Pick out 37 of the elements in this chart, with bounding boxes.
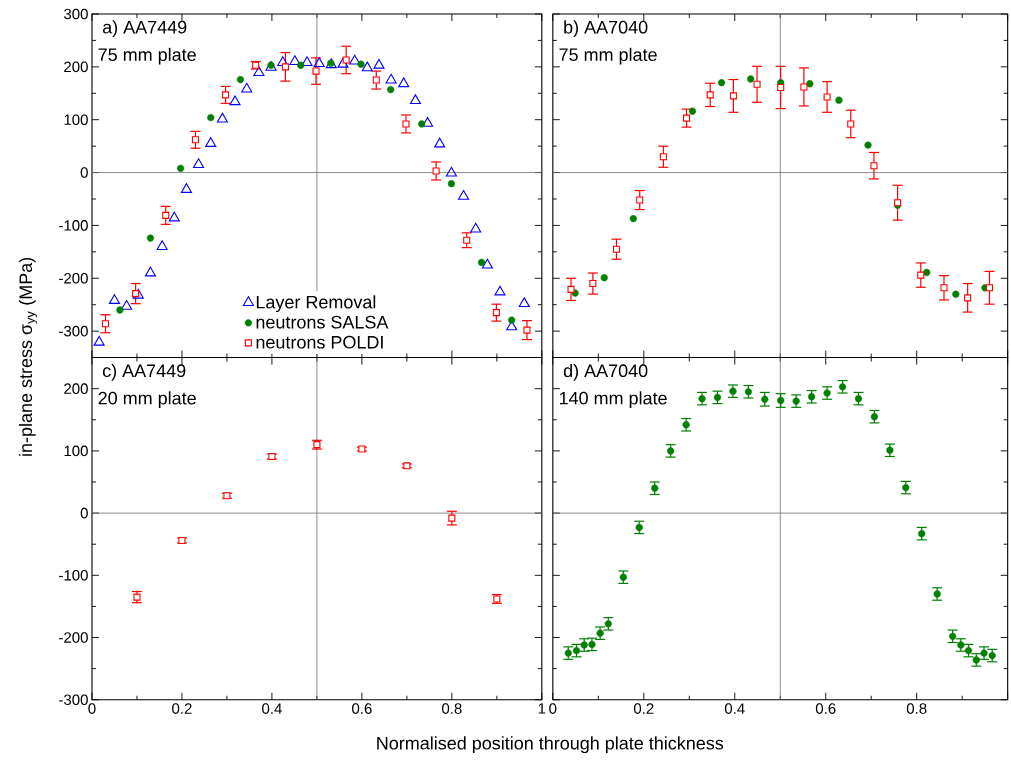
y-tick-label: 200 [64,383,88,395]
y-tick-label: -300 [59,325,88,337]
y-tick-label: -200 [59,273,88,284]
y-tick-label: 0 [80,167,88,178]
chart-title: d) AA7040 [563,364,648,381]
y-tick-label: -200 [59,632,88,643]
chart-title: b) AA7040 [564,20,648,38]
x-tick-label: 0.4 [262,703,282,715]
y-tick-label: 100 [64,445,88,457]
x-tick-label: 1 [538,703,546,714]
legend-label: Layer Removal [256,295,376,313]
y-tick-label: 200 [64,61,88,73]
x-tick-label: 0 [549,703,557,715]
legend-label: neutrons SALSA [256,315,389,329]
y-tick-label: 0 [80,507,88,519]
x-tick-label: 0.2 [633,703,654,715]
y-tick-label: -100 [59,220,88,231]
text: 75 mm plate [98,47,196,65]
chart-title: a) AA7449 [102,20,187,38]
y-tick-label: -100 [59,570,88,581]
text: 20 mm plate [98,391,196,409]
legend-label: neutrons POLDI [256,335,383,349]
y-tick-label: -300 [59,694,88,706]
x-tick-label: 0.2 [172,703,192,715]
y-tick-label: 300 [63,8,88,20]
y-axis-title: in-plane stress σ$_{yy}$ (MPa) [18,258,38,456]
x-tick-label: 0.8 [906,703,927,715]
chart-title: c) AA7449 [102,364,186,381]
y-tick-label: 100 [64,114,88,126]
x-tick-label: 0.4 [724,703,745,715]
text: 140 mm plate [559,391,667,409]
x-axis-title: Normalised position through plate thickness [377,736,724,754]
x-tick-label: 0.6 [352,703,372,715]
x-tick-label: 0.8 [442,703,462,715]
x-tick-label: 0.6 [815,703,836,715]
text: 75 mm plate [559,47,657,65]
x-tick-label: 0 [88,703,96,715]
